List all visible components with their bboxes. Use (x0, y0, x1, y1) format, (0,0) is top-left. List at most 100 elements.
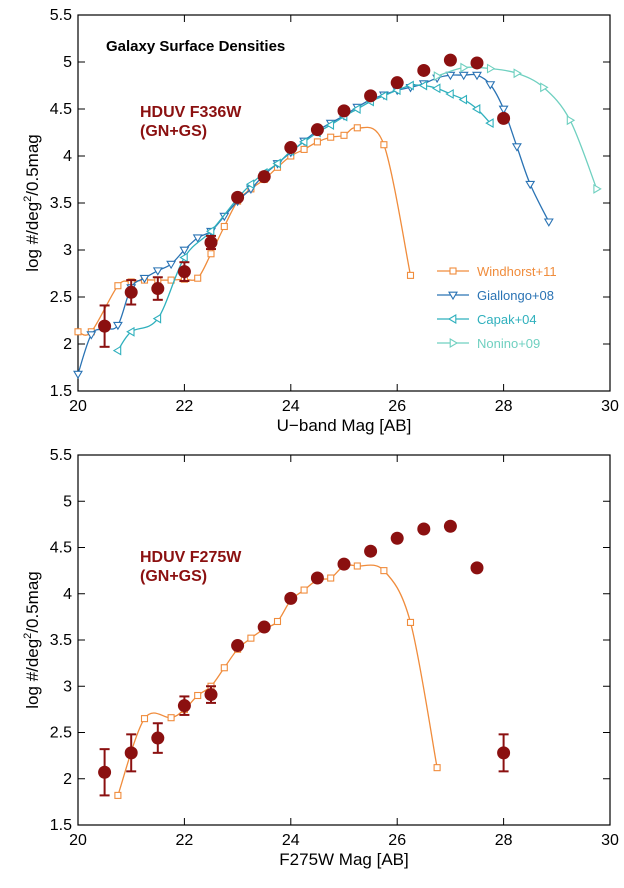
data-point (471, 104, 481, 114)
data-point (390, 531, 404, 545)
data-point (245, 179, 255, 190)
data-point (205, 226, 215, 237)
y-tick-label: 3 (63, 678, 72, 695)
data-point (470, 56, 484, 70)
data-point (525, 180, 536, 190)
annotation-line-1: HDUV F275W (140, 549, 242, 566)
plot-frame (77, 454, 611, 826)
y-axis-label-part: /0.5mag (23, 134, 42, 195)
y-tick-label: 4.5 (50, 101, 72, 118)
data-point (352, 104, 361, 114)
data-point (151, 731, 165, 745)
data-point (543, 218, 554, 227)
y-axis-label-part: log #/deg (23, 639, 42, 709)
data-point (364, 544, 378, 558)
data-point (486, 63, 496, 74)
data-point (458, 94, 468, 105)
y-axis-label-superscript: 2 (22, 196, 34, 202)
y-axis-label-part: log #/deg (23, 202, 42, 272)
data-point (380, 141, 388, 149)
x-tick-label: 30 (601, 832, 619, 849)
data-point (418, 80, 428, 91)
data-point (140, 715, 149, 723)
data-point (353, 124, 361, 132)
data-point (112, 345, 122, 356)
chart-title: Galaxy Surface Densities (106, 38, 285, 55)
y-tick-label: 5.5 (50, 447, 72, 464)
data-point (300, 586, 308, 594)
data-point (310, 123, 324, 137)
x-tick-label: 30 (601, 398, 619, 415)
y-tick-label: 1.5 (50, 383, 72, 400)
data-point (511, 143, 522, 152)
data-point (112, 321, 123, 331)
data-point (284, 591, 298, 605)
x-tick-label: 20 (69, 398, 87, 415)
data-point (497, 746, 511, 760)
data-point (540, 82, 549, 93)
x-tick-label: 20 (69, 832, 87, 849)
data-point (139, 274, 150, 284)
data-point (272, 158, 281, 169)
data-point (257, 170, 271, 184)
y-tick-label: 3.5 (50, 632, 72, 649)
data-point (299, 136, 308, 147)
data-point (340, 131, 348, 139)
data-point (472, 71, 482, 81)
x-axis-label: U−band Mag [AB] (277, 416, 412, 435)
y-tick-label: 3.5 (50, 195, 72, 212)
data-point (406, 271, 415, 279)
y-axis-label-superscript: 2 (22, 633, 34, 639)
series-line (117, 564, 438, 796)
series-hduv-f275w (98, 519, 511, 797)
data-point (378, 90, 388, 101)
legend-marker (449, 267, 457, 275)
data-point (417, 63, 431, 77)
data-point (86, 331, 97, 340)
data-point (593, 183, 602, 194)
legend-label: Nonino+09 (477, 336, 540, 351)
x-tick-label: 28 (495, 832, 513, 849)
data-point (220, 222, 228, 231)
plot-frame (77, 14, 611, 392)
series-line (436, 66, 598, 190)
annotation-line-1: HDUV F336W (140, 104, 242, 121)
y-tick-label: 5 (63, 54, 72, 71)
data-point (513, 68, 522, 79)
data-point (325, 120, 335, 130)
data-point (247, 634, 255, 642)
data-point (126, 326, 135, 337)
data-point (152, 313, 162, 324)
data-point (152, 267, 163, 276)
data-point (207, 250, 215, 258)
data-point (177, 699, 191, 713)
data-point (485, 118, 494, 129)
data-point (194, 274, 202, 282)
data-point (300, 145, 308, 153)
y-tick-label: 4 (63, 148, 72, 165)
series-hduv-f336w (98, 53, 511, 348)
x-tick-label: 24 (282, 832, 300, 849)
annotation-line-2: (GN+GS) (140, 123, 207, 140)
data-point (192, 234, 203, 243)
y-axis-label-part: /0.5mag (23, 571, 42, 632)
data-point (405, 80, 414, 91)
series-windhorst-11 (114, 562, 441, 799)
data-point (179, 252, 188, 263)
legend-marker (448, 291, 458, 301)
data-point (443, 519, 457, 533)
data-point (98, 319, 112, 333)
legend-marker (449, 338, 459, 348)
data-point (353, 562, 361, 570)
y-tick-label: 2.5 (50, 725, 72, 742)
annotation-line-2: (GN+GS) (140, 568, 207, 585)
data-point (124, 285, 138, 299)
data-point (114, 791, 122, 799)
data-point (460, 62, 469, 73)
x-tick-label: 28 (495, 398, 513, 415)
data-point (257, 620, 271, 634)
bottom-panel: 20 22 24 26 28 30 1.5 2 2.5 3 3.5 4 4.5 5 5.5 F275W Mag… (22, 447, 619, 869)
data-point (313, 138, 321, 146)
top-panel: 20 22 24 26 28 30 1.5 2 2.5 3 3.5 4 4.5 5 5.5 U−band Ma… (22, 7, 619, 435)
